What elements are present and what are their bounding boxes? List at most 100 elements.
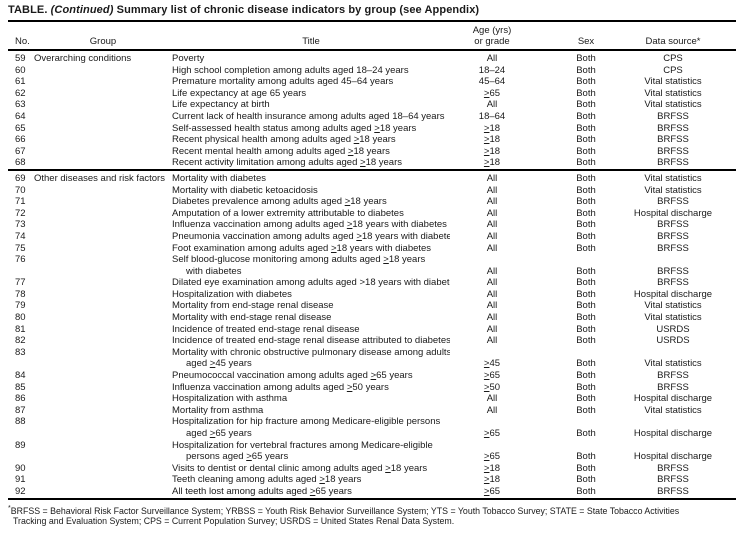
row-number: 65	[15, 122, 26, 134]
row-age: All	[486, 172, 498, 184]
row-data-source: BRFSS	[657, 265, 689, 277]
row-age: >45	[483, 358, 501, 370]
row-data-source: Vital statistics	[644, 87, 702, 99]
row-data-source: CPS	[663, 64, 683, 76]
row-title-line: persons aged >65 years	[186, 451, 289, 463]
row-sex: Both	[576, 242, 596, 254]
row-age: >18	[483, 157, 501, 169]
row-group	[34, 185, 172, 197]
row-group	[34, 393, 172, 405]
row-title-line: Hospitalization for hip fracture among M…	[172, 416, 441, 428]
table-row: 63 Life expectancy at birth All Both Vital s…	[8, 99, 736, 111]
row-number: 89	[15, 439, 26, 451]
row-sex: Both	[576, 53, 596, 64]
row-sex: Both	[576, 462, 596, 474]
row-sex: Both	[576, 300, 596, 312]
row-sex: Both	[576, 207, 596, 219]
row-sex: Both	[576, 288, 596, 300]
row-title: Incidence of treated end-stage renal dis…	[172, 335, 450, 347]
row-title: Incidence of treated end-stage renal dis…	[172, 324, 450, 336]
table-row: 66 Recent physical health among adults ag…	[8, 134, 736, 146]
row-data-source: USRDS	[656, 323, 690, 335]
row-data-source: BRFSS	[657, 196, 689, 208]
row-title: Recent activity limitation among adults …	[172, 157, 450, 170]
row-number: 83	[15, 346, 26, 358]
row-data-source: Vital statistics	[644, 76, 702, 88]
row-title: Teeth cleaning among adults aged >18 yea…	[172, 474, 450, 486]
col-header-age-line1: Age (yrs)	[472, 25, 512, 36]
row-number: 84	[15, 370, 26, 382]
row-title-line: Current lack of health insurance among a…	[172, 110, 445, 122]
row-group	[34, 146, 172, 158]
row-age: All	[486, 393, 498, 405]
row-sex: Both	[576, 184, 596, 196]
row-sex: Both	[576, 157, 596, 169]
col-header-source: Data source*	[628, 22, 736, 51]
row-title: Influenza vaccination among adults aged …	[172, 382, 450, 394]
row-title: Mortality with diabetic ketoacidosis	[172, 185, 450, 197]
row-title-line: Dilated eye examination among adults age…	[172, 277, 450, 289]
row-number: 66	[15, 134, 26, 146]
row-sex: Both	[576, 196, 596, 208]
row-group	[34, 65, 172, 77]
table-row: 88 Hospitalization for hip fracture among…	[8, 416, 736, 439]
table-row: 64 Current lack of health insurance among…	[8, 111, 736, 123]
row-title-line: High school completion among adults aged…	[172, 64, 409, 76]
row-data-source: BRFSS	[657, 485, 689, 497]
row-data-source: Hospital discharge	[633, 451, 713, 463]
row-number: 76	[15, 254, 26, 266]
table-row: 80 Mortality with end-stage renal disease…	[8, 312, 736, 324]
table-row: 60 High school completion among adults ag…	[8, 65, 736, 77]
row-number: 59	[15, 53, 26, 64]
row-title: Mortality from end-stage renal disease	[172, 300, 450, 312]
row-number: 67	[15, 145, 26, 157]
row-group	[34, 324, 172, 336]
table-row: 90 Visits to dentist or dental clinic amo…	[8, 463, 736, 475]
table-row: 76 Self blood-glucose monitoring among ad…	[8, 254, 736, 277]
footnote-line-1: *BRFSS = Behavioral Risk Factor Surveill…	[8, 504, 680, 516]
row-title: Visits to dentist or dental clinic among…	[172, 463, 450, 475]
row-title-line: Hospitalization for vertebral fractures …	[172, 439, 433, 451]
row-data-source: BRFSS	[657, 381, 689, 393]
row-age: All	[486, 300, 498, 312]
row-title-line: Teeth cleaning among adults aged >18 yea…	[172, 474, 362, 486]
row-age: All	[486, 277, 498, 289]
row-title: Pneumonia vaccination among adults aged …	[172, 231, 450, 243]
row-data-source: BRFSS	[657, 157, 689, 169]
row-title: Dilated eye examination among adults age…	[172, 277, 450, 289]
row-title-line: Mortality from asthma	[172, 404, 264, 416]
row-group	[34, 157, 172, 170]
row-age: >18	[483, 134, 501, 146]
row-number: 82	[15, 335, 26, 347]
row-number: 62	[15, 87, 26, 99]
table-title-continued: (Continued)	[50, 4, 114, 16]
row-group	[34, 277, 172, 289]
row-title-line: Poverty	[172, 53, 205, 64]
row-title-line: Life expectancy at age 65 years	[172, 87, 307, 99]
row-age: >18	[483, 462, 501, 474]
table-row: 86 Hospitalization with asthma All Both Hosp…	[8, 393, 736, 405]
row-title: Life expectancy at birth	[172, 99, 450, 111]
row-sex: Both	[576, 76, 596, 88]
row-group	[34, 254, 172, 277]
table-title-text: Summary list of chronic disease indicato…	[116, 4, 480, 16]
table-row: 84 Pneumococcal vaccination among adults …	[8, 370, 736, 382]
row-title-line: aged >65 years	[186, 428, 252, 439]
row-title: Premature mortality among adults aged 45…	[172, 76, 450, 88]
row-title-line: Mortality with end-stage renal disease	[172, 312, 332, 324]
row-age: All	[486, 184, 498, 196]
row-number: 91	[15, 474, 26, 486]
row-title: Foot examination among adults aged >18 y…	[172, 243, 450, 255]
row-title: Amputation of a lower extremity attribut…	[172, 208, 450, 220]
row-title-line: Visits to dentist or dental clinic among…	[172, 462, 428, 474]
row-sex: Both	[576, 230, 596, 242]
row-data-source: BRFSS	[657, 230, 689, 242]
row-title: Recent physical health among adults aged…	[172, 134, 450, 146]
row-group	[34, 196, 172, 208]
row-data-source: Vital statistics	[644, 184, 702, 196]
row-group	[34, 405, 172, 417]
row-data-source: BRFSS	[657, 242, 689, 254]
row-age: >65	[483, 451, 501, 463]
table-row: 67 Recent mental health among adults aged…	[8, 146, 736, 158]
table-title: TABLE. (Continued) Summary list of chron…	[8, 3, 736, 22]
